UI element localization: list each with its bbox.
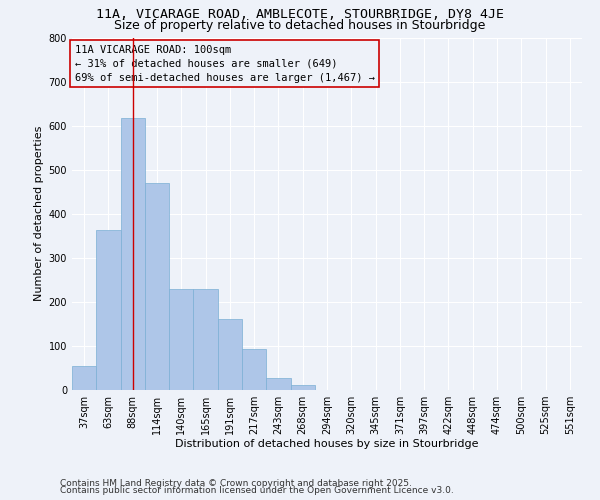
X-axis label: Distribution of detached houses by size in Stourbridge: Distribution of detached houses by size …	[175, 438, 479, 448]
Bar	[72, 366, 96, 390]
Text: Size of property relative to detached houses in Stourbridge: Size of property relative to detached ho…	[115, 18, 485, 32]
Bar	[121, 118, 145, 390]
Text: 11A, VICARAGE ROAD, AMBLECOTE, STOURBRIDGE, DY8 4JE: 11A, VICARAGE ROAD, AMBLECOTE, STOURBRID…	[96, 8, 504, 20]
Bar	[169, 288, 193, 390]
Text: Contains public sector information licensed under the Open Government Licence v3: Contains public sector information licen…	[60, 486, 454, 495]
Text: 11A VICARAGE ROAD: 100sqm
← 31% of detached houses are smaller (649)
69% of semi: 11A VICARAGE ROAD: 100sqm ← 31% of detac…	[74, 44, 374, 82]
Bar	[218, 319, 242, 390]
Y-axis label: Number of detached properties: Number of detached properties	[34, 126, 44, 302]
Bar	[266, 378, 290, 390]
Bar	[145, 183, 169, 390]
Bar	[96, 230, 121, 390]
Bar	[290, 384, 315, 390]
Bar	[242, 348, 266, 390]
Bar	[193, 288, 218, 390]
Text: Contains HM Land Registry data © Crown copyright and database right 2025.: Contains HM Land Registry data © Crown c…	[60, 478, 412, 488]
